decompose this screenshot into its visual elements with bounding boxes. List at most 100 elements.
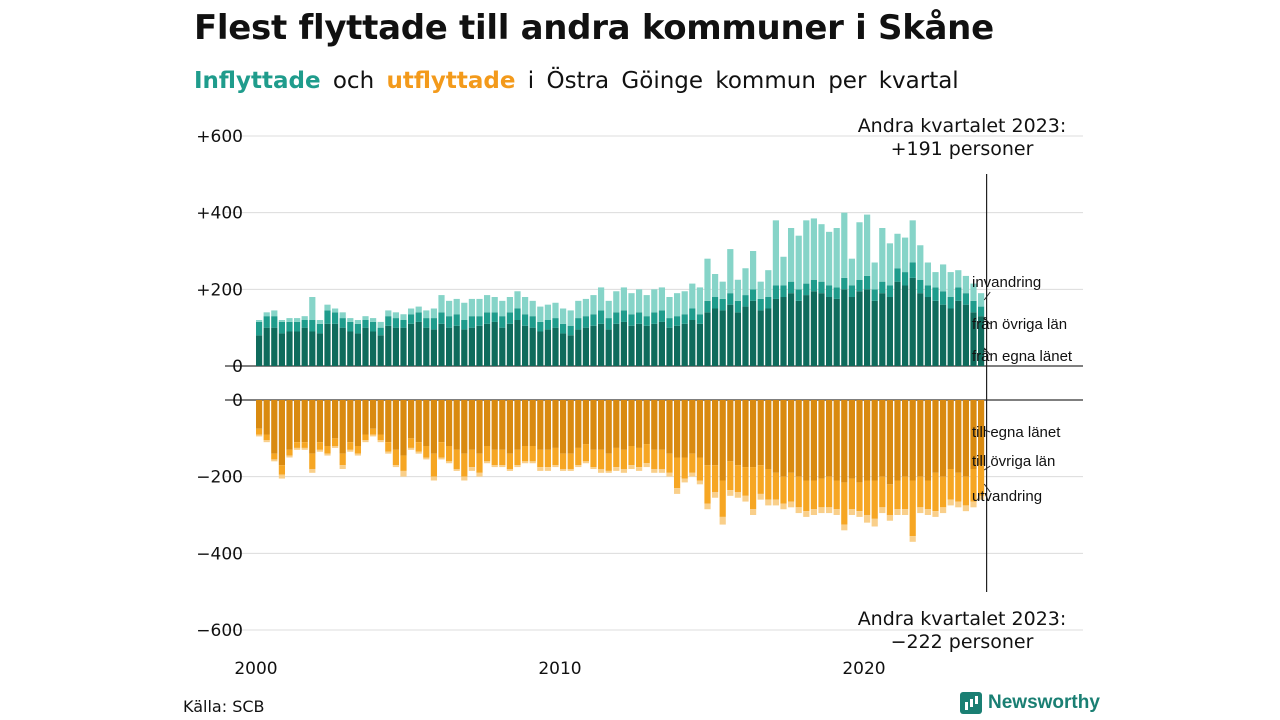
bar-from-other-counties [712,297,719,309]
bar-to-other-counties [818,478,825,508]
bar-to-other-counties [408,438,415,448]
bar-to-own-county [924,400,931,481]
bar-from-own-county [674,325,681,366]
bar-from-other-counties [529,316,536,328]
bar-to-own-county [324,400,331,446]
bar-to-own-county [400,400,407,456]
bar-emigration [795,507,802,514]
bar-immigration [354,320,361,324]
bar-emigration [575,465,582,468]
bar-to-own-county [567,400,574,454]
bar-to-other-counties [620,449,627,469]
bar-emigration [864,514,871,523]
bar-from-own-county [309,331,316,366]
bar-emigration [856,511,863,517]
bar-to-own-county [278,400,285,466]
bar-from-other-counties [962,293,969,305]
bar-from-own-county [833,298,840,366]
bar-to-other-counties [400,455,407,471]
bar-to-own-county [301,400,308,443]
bar-to-other-counties [917,476,924,508]
bar-from-own-county [415,321,422,366]
bar-to-own-county [522,400,529,446]
bar-immigration [871,262,878,290]
bar-to-other-counties [362,434,369,441]
bar-from-own-county [689,320,696,366]
bar-immigration [940,264,947,292]
bar-to-own-county [552,400,559,448]
brand-logo: Newsworthy [960,692,1100,714]
bar-to-own-county [339,400,346,454]
bar-emigration [316,449,323,452]
bar-immigration [438,295,445,313]
bar-from-other-counties [658,310,665,322]
bar-from-own-county [909,277,916,366]
bar-immigration [636,289,643,313]
bar-emigration [347,449,354,452]
bar-immigration [339,312,346,319]
bar-from-own-county [970,312,977,366]
bar-from-other-counties [408,314,415,324]
bar-emigration [909,536,916,542]
bar-from-own-county [886,297,893,366]
bar-from-other-counties [734,300,741,313]
bar-from-own-county [537,331,544,366]
bar-from-own-county [598,323,605,366]
bar-to-other-counties [674,457,681,489]
bar-to-own-county [970,400,977,469]
bar-from-own-county [529,327,536,366]
bar-from-other-counties [286,321,293,332]
bar-immigration [506,297,513,313]
bar-immigration [712,274,719,298]
bar-from-other-counties [826,285,833,298]
bar-from-own-county [932,300,939,366]
bar-emigration [499,465,506,468]
bar-from-own-county [332,323,339,366]
bar-from-other-counties [810,279,817,292]
bar-from-own-county [780,297,787,366]
bar-immigration [491,297,498,313]
bar-immigration [643,295,650,317]
bar-from-own-county [841,289,848,366]
bar-emigration [544,467,551,471]
bar-to-own-county [886,400,893,485]
brand-name: Newsworthy [988,692,1100,713]
bar-from-own-county [385,325,392,366]
y-tick-label-bottom: −200 [196,468,243,488]
y-tick-label-bottom: −400 [196,544,243,564]
bar-to-other-counties [286,449,293,456]
bar-from-own-county [544,329,551,366]
bar-to-own-county [514,400,521,450]
bar-from-other-counties [423,318,430,328]
bar-to-own-county [347,400,354,443]
bar-from-other-counties [689,308,696,320]
axis-labels: +600 +400 +200 0 0 −200 −400 −600 2000 2010 2020 [196,127,885,679]
x-tick-label: 2000 [234,659,277,679]
bar-from-other-counties [924,285,931,298]
bar-from-own-county [263,327,270,366]
bar-from-other-counties [339,318,346,328]
bar-from-own-county [681,323,688,366]
bar-to-other-counties [324,446,331,454]
bar-immigration [947,272,954,297]
bar-layer [256,212,985,542]
bar-to-other-counties [765,468,772,500]
bar-from-own-county [468,327,475,366]
x-tick-label: 2020 [842,659,885,679]
bar-from-own-county [476,325,483,366]
bar-emigration [704,503,711,510]
bar-from-own-county [491,321,498,366]
bar-emigration [324,453,331,456]
bar-from-own-county [408,323,415,366]
bar-from-other-counties [278,321,285,334]
bar-from-own-county [446,327,453,366]
bar-from-other-counties [522,314,529,326]
bar-emigration [658,468,665,473]
bar-from-other-counties [385,316,392,326]
bar-emigration [286,455,293,458]
bar-to-other-counties [970,468,977,502]
bar-to-own-county [415,400,422,443]
bar-to-own-county [841,400,848,483]
bar-to-own-county [423,400,430,446]
bar-to-other-counties [902,476,909,510]
